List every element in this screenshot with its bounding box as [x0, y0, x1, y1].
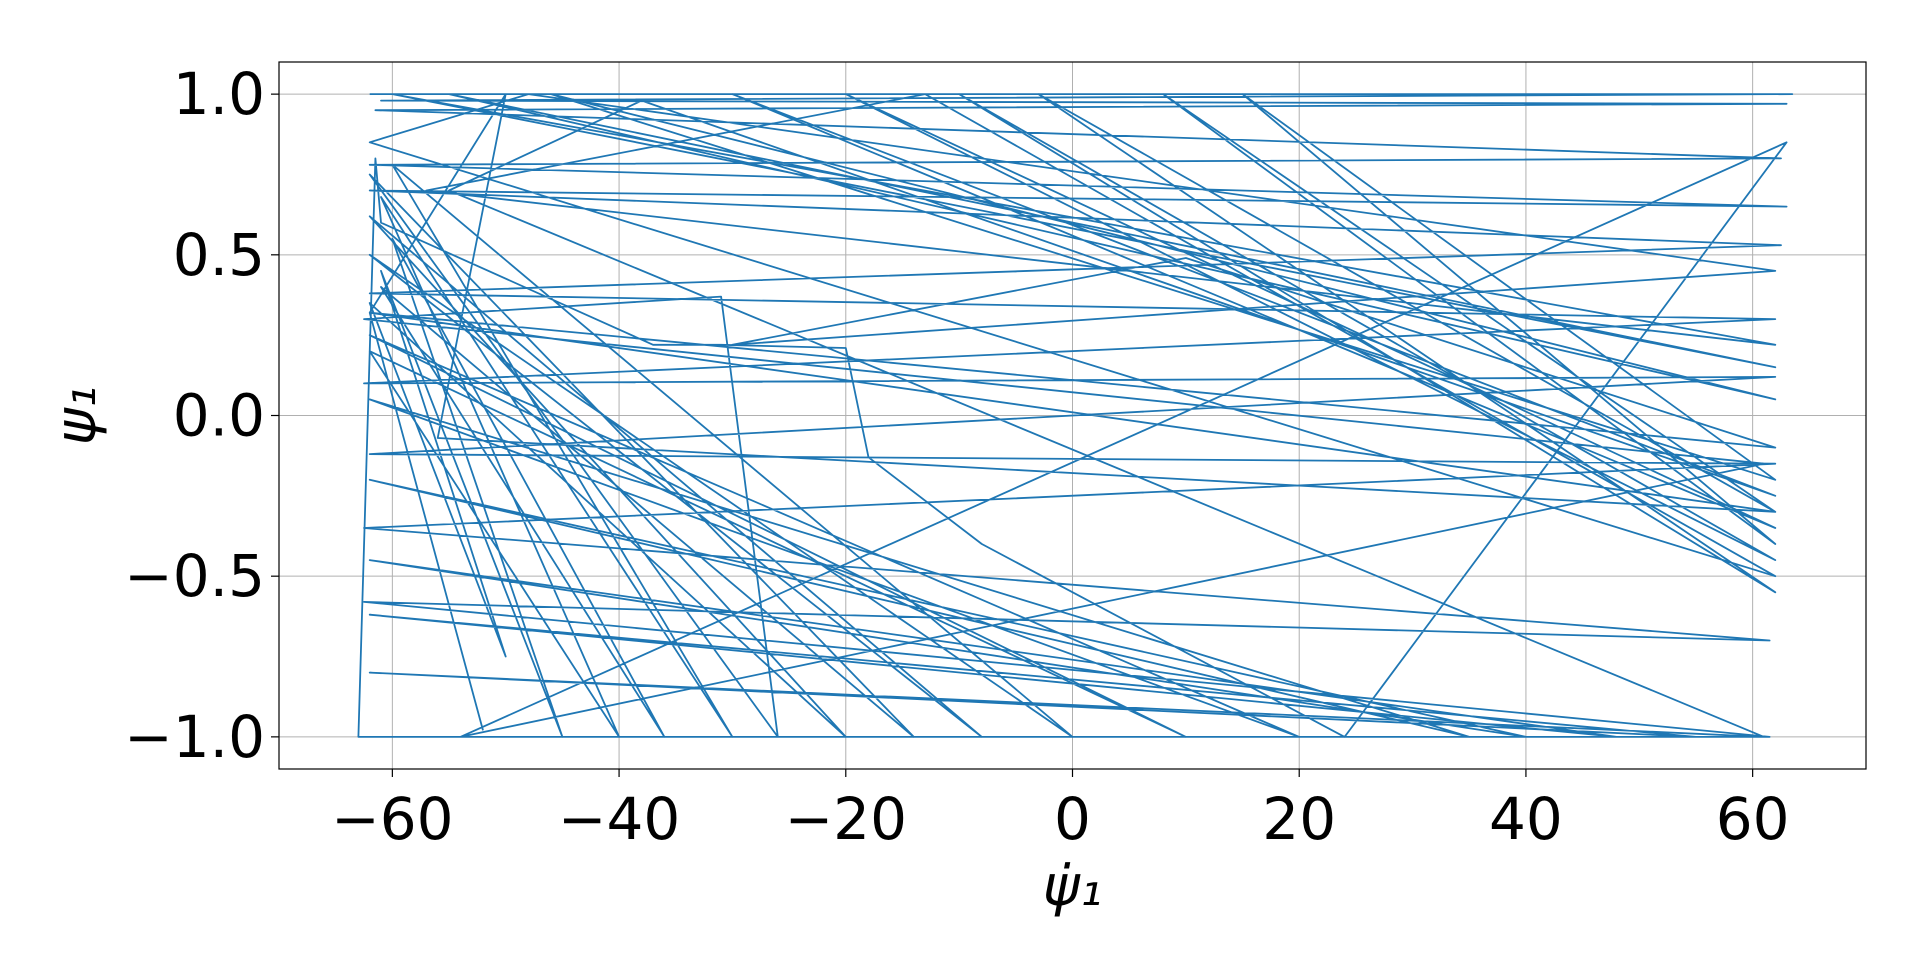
y-tick-label: 0.5	[173, 221, 265, 289]
x-tick-label: −20	[785, 785, 907, 853]
x-tick-label: −40	[558, 785, 680, 853]
trajectory-line	[357, 93, 1794, 738]
data-layer	[357, 93, 1794, 738]
y-tick-label: −0.5	[124, 542, 265, 610]
y-tick-label: −1.0	[124, 703, 265, 771]
y-tick-label: 1.0	[173, 60, 265, 128]
x-tick-label: 20	[1262, 785, 1336, 853]
x-axis-label: ψ̇₁	[1043, 854, 1102, 919]
x-tick-label: 0	[1054, 785, 1091, 853]
ticks: −60 −40 −20 0 20 40 60 1.0 0.5 0.0 −0.5 −1.0	[124, 60, 1789, 853]
x-tick-label: 40	[1489, 785, 1563, 853]
x-tick-label: 60	[1716, 785, 1790, 853]
y-axis-label: ψ₁	[44, 386, 109, 445]
y-tick-label: 0.0	[173, 382, 265, 450]
x-tick-label: −60	[331, 785, 453, 853]
